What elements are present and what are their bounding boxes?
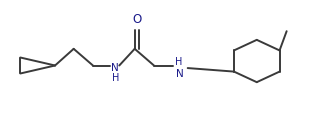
Text: N: N (111, 63, 119, 73)
Text: H: H (176, 57, 183, 67)
Text: H: H (112, 73, 119, 83)
Text: O: O (132, 13, 142, 26)
Text: N: N (176, 69, 184, 80)
